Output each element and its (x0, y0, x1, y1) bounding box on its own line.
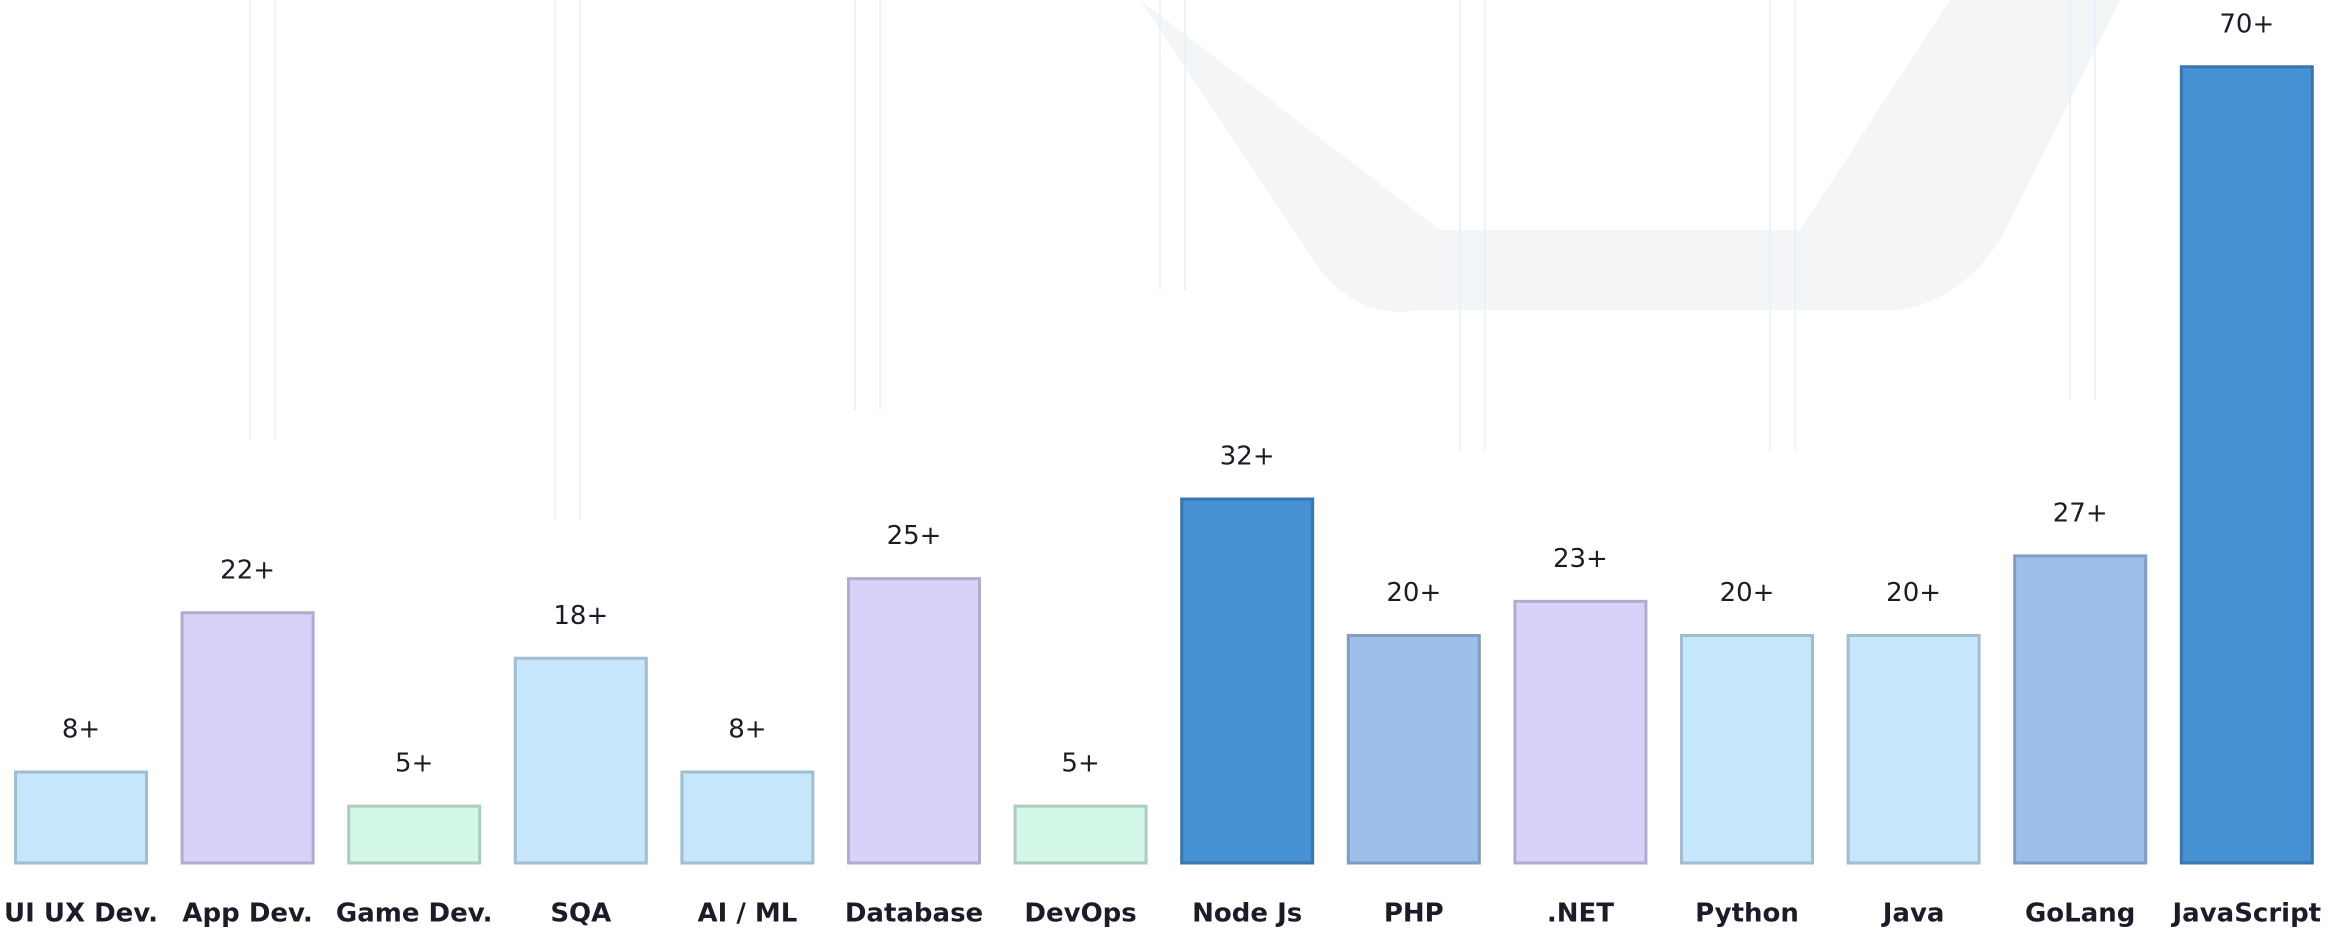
background-lines (249, 0, 2096, 520)
value-label: 18+ (553, 601, 608, 631)
x-tick-label: JavaScript (2170, 899, 2321, 929)
value-label: 32+ (1220, 442, 1275, 472)
bar (180, 611, 315, 865)
x-tick-label: Python (1695, 899, 1799, 929)
value-label: 22+ (220, 555, 275, 585)
value-label: 8+ (728, 715, 766, 745)
bar (1680, 634, 1814, 865)
x-tick-label: Database (845, 899, 983, 929)
value-label: 23+ (1553, 544, 1608, 574)
x-tick-label: AI / ML (697, 899, 797, 929)
bar (513, 656, 648, 865)
bar (1013, 804, 1148, 865)
bar (1180, 497, 1315, 865)
bar (1346, 634, 1481, 865)
x-tick-label: PHP (1384, 899, 1444, 929)
bar (1513, 599, 1648, 865)
x-tick-label: Java (1881, 899, 1945, 929)
bar (847, 577, 981, 865)
value-label: 20+ (1720, 578, 1775, 608)
bar (1846, 634, 1981, 865)
x-tick-label: UI UX Dev. (4, 899, 158, 929)
x-tick-label: .NET (1547, 899, 1614, 929)
value-label: 5+ (395, 749, 433, 779)
bar (2013, 554, 2148, 865)
x-tick-label: Game Dev. (336, 899, 493, 929)
value-label: 20+ (1386, 578, 1441, 608)
value-label: 27+ (2053, 498, 2108, 528)
value-label: 20+ (1886, 578, 1941, 608)
x-tick-label: App Dev. (182, 899, 312, 929)
value-label: 8+ (62, 715, 100, 745)
x-tick-label: SQA (550, 899, 611, 929)
bar (2179, 65, 2314, 865)
bar (680, 770, 815, 865)
x-tick-label: GoLang (2025, 899, 2135, 929)
value-label: 25+ (887, 521, 942, 551)
x-tick-label: DevOps (1024, 899, 1136, 929)
background-shape (1140, 0, 2120, 312)
bar (14, 770, 148, 865)
bar (347, 804, 482, 865)
value-label: 70+ (2219, 9, 2274, 39)
value-label: 5+ (1061, 749, 1099, 779)
x-tick-label: Node Js (1192, 899, 1302, 929)
